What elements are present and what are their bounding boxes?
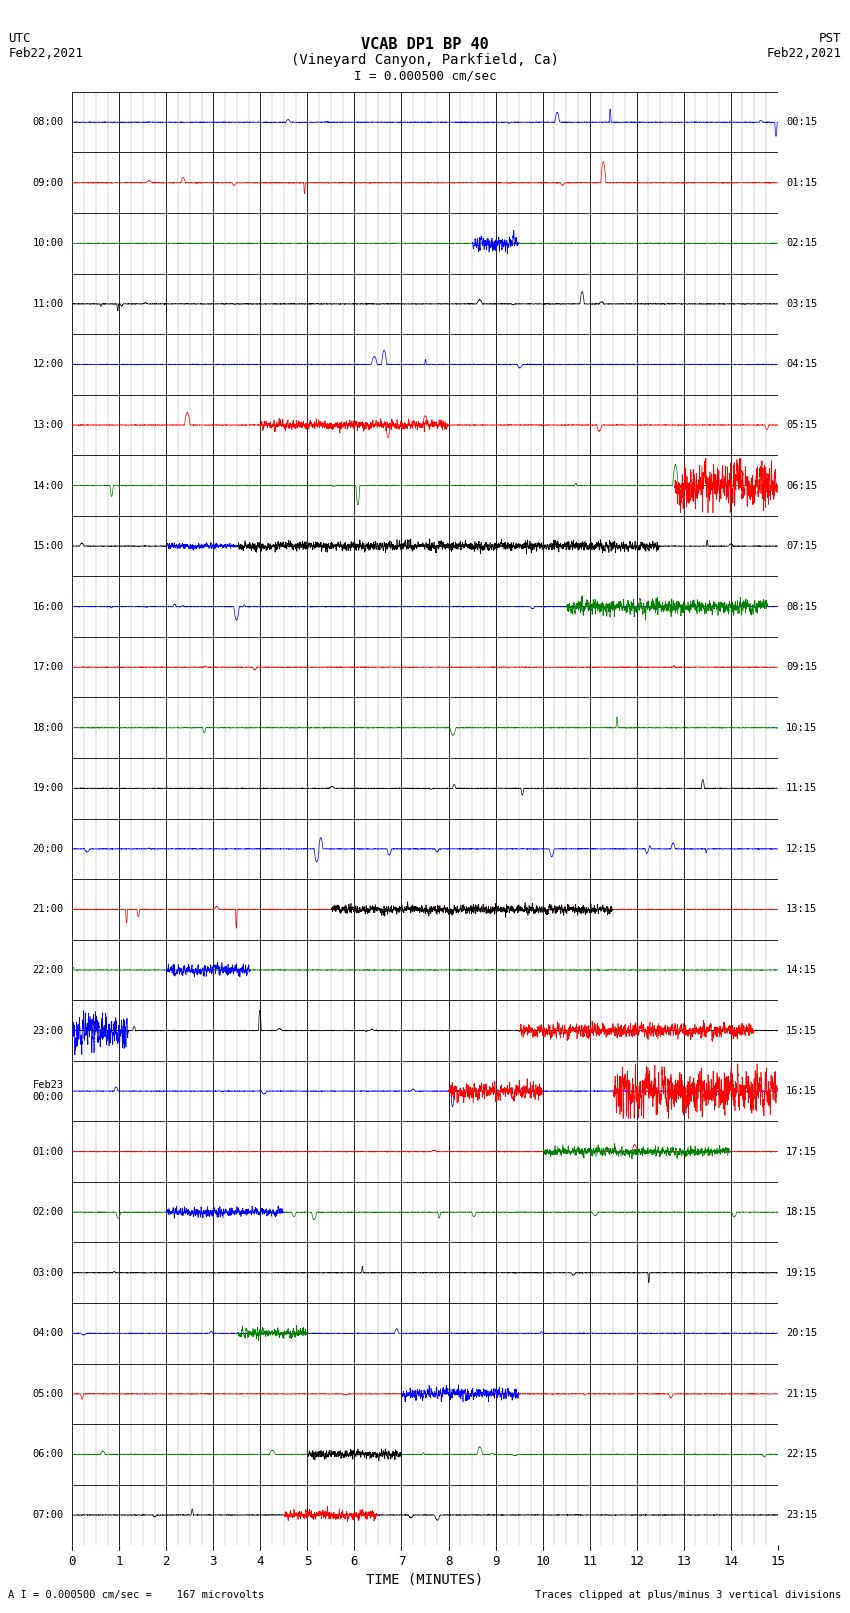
- Text: 07:15: 07:15: [786, 540, 818, 552]
- Text: 11:15: 11:15: [786, 784, 818, 794]
- Text: 11:00: 11:00: [32, 298, 64, 308]
- X-axis label: TIME (MINUTES): TIME (MINUTES): [366, 1573, 484, 1586]
- Text: 08:00: 08:00: [32, 118, 64, 127]
- Text: Feb22,2021: Feb22,2021: [8, 47, 83, 60]
- Text: 10:15: 10:15: [786, 723, 818, 732]
- Text: 14:00: 14:00: [32, 481, 64, 490]
- Text: 06:00: 06:00: [32, 1450, 64, 1460]
- Text: 23:15: 23:15: [786, 1510, 818, 1519]
- Text: 12:15: 12:15: [786, 844, 818, 853]
- Text: 07:00: 07:00: [32, 1510, 64, 1519]
- Text: I = 0.000500 cm/sec: I = 0.000500 cm/sec: [354, 69, 496, 82]
- Text: 17:00: 17:00: [32, 663, 64, 673]
- Text: 20:00: 20:00: [32, 844, 64, 853]
- Text: 16:00: 16:00: [32, 602, 64, 611]
- Text: A I = 0.000500 cm/sec =    167 microvolts: A I = 0.000500 cm/sec = 167 microvolts: [8, 1590, 264, 1600]
- Text: 12:00: 12:00: [32, 360, 64, 369]
- Text: 19:15: 19:15: [786, 1268, 818, 1277]
- Text: 15:15: 15:15: [786, 1026, 818, 1036]
- Text: Traces clipped at plus/minus 3 vertical divisions: Traces clipped at plus/minus 3 vertical …: [536, 1590, 842, 1600]
- Text: Feb23
00:00: Feb23 00:00: [32, 1081, 64, 1102]
- Text: 09:15: 09:15: [786, 663, 818, 673]
- Text: 13:15: 13:15: [786, 905, 818, 915]
- Text: 18:15: 18:15: [786, 1207, 818, 1218]
- Text: UTC: UTC: [8, 32, 31, 45]
- Text: 01:00: 01:00: [32, 1147, 64, 1157]
- Text: 15:00: 15:00: [32, 540, 64, 552]
- Text: 04:15: 04:15: [786, 360, 818, 369]
- Text: 10:00: 10:00: [32, 239, 64, 248]
- Text: 14:15: 14:15: [786, 965, 818, 974]
- Text: 23:00: 23:00: [32, 1026, 64, 1036]
- Text: 18:00: 18:00: [32, 723, 64, 732]
- Text: Feb22,2021: Feb22,2021: [767, 47, 842, 60]
- Text: 16:15: 16:15: [786, 1086, 818, 1097]
- Text: 13:00: 13:00: [32, 419, 64, 431]
- Text: 05:15: 05:15: [786, 419, 818, 431]
- Text: 09:00: 09:00: [32, 177, 64, 187]
- Text: (Vineyard Canyon, Parkfield, Ca): (Vineyard Canyon, Parkfield, Ca): [291, 53, 559, 68]
- Text: 20:15: 20:15: [786, 1329, 818, 1339]
- Text: 03:15: 03:15: [786, 298, 818, 308]
- Text: 22:00: 22:00: [32, 965, 64, 974]
- Text: 01:15: 01:15: [786, 177, 818, 187]
- Text: 22:15: 22:15: [786, 1450, 818, 1460]
- Text: 02:15: 02:15: [786, 239, 818, 248]
- Text: 19:00: 19:00: [32, 784, 64, 794]
- Text: 02:00: 02:00: [32, 1207, 64, 1218]
- Text: 08:15: 08:15: [786, 602, 818, 611]
- Text: VCAB DP1 BP 40: VCAB DP1 BP 40: [361, 37, 489, 52]
- Text: 00:15: 00:15: [786, 118, 818, 127]
- Text: 17:15: 17:15: [786, 1147, 818, 1157]
- Text: 03:00: 03:00: [32, 1268, 64, 1277]
- Text: 06:15: 06:15: [786, 481, 818, 490]
- Text: 21:15: 21:15: [786, 1389, 818, 1398]
- Text: PST: PST: [819, 32, 842, 45]
- Text: 04:00: 04:00: [32, 1329, 64, 1339]
- Text: 05:00: 05:00: [32, 1389, 64, 1398]
- Text: 21:00: 21:00: [32, 905, 64, 915]
